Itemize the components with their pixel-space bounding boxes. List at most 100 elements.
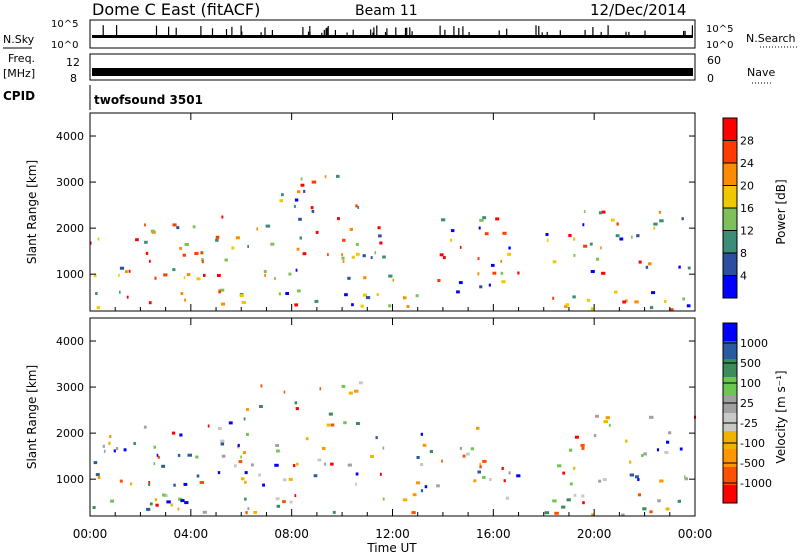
echo-cell	[341, 253, 344, 257]
echo-cell	[103, 449, 106, 453]
echo-cell	[293, 464, 296, 468]
echo-cell	[590, 270, 595, 273]
echo-cell	[183, 276, 186, 280]
y-tick-label: 1000	[56, 473, 84, 486]
colorbar-tick-label: 8	[740, 247, 747, 260]
echo-cell	[470, 447, 474, 451]
echo-cell	[420, 463, 424, 467]
echo-cell	[552, 296, 555, 300]
echo-cell	[163, 273, 168, 277]
echo-cell	[565, 303, 570, 307]
nsky-spike	[404, 27, 407, 35]
nsky-spike	[559, 30, 561, 35]
nsky-spike	[584, 29, 586, 35]
echo-cell	[477, 257, 480, 261]
echo-cell	[219, 288, 225, 292]
nsky-spike	[376, 25, 378, 35]
echo-cell	[415, 294, 419, 298]
echo-cell	[154, 276, 157, 280]
echo-cell	[636, 234, 640, 238]
echo-cell	[282, 478, 287, 482]
nsky-spike	[302, 27, 304, 35]
colorbar-swatch	[723, 431, 737, 449]
echo-cell	[217, 274, 221, 277]
echo-cell	[342, 238, 346, 242]
echo-cell	[183, 482, 188, 486]
nsky-tick-top: 10^5	[51, 19, 78, 30]
echo-cell	[289, 500, 293, 504]
echo-cell	[544, 511, 550, 515]
echo-cell	[355, 482, 357, 486]
colorbar-tick-label: 12	[740, 225, 754, 238]
echo-cell	[645, 265, 649, 269]
echo-cell	[501, 467, 504, 470]
nsky-spike	[592, 27, 594, 35]
time-axis: 00:00 04:00 08:00 12:00 16:00 20:00 00:00	[73, 113, 712, 541]
echo-cell	[180, 499, 185, 503]
echo-cell	[649, 306, 654, 310]
echo-cell	[374, 251, 377, 255]
nsky-spike	[225, 29, 228, 35]
nsky-spike	[538, 26, 540, 35]
nsky-spike	[444, 29, 446, 35]
colorbar-tick-label: 25	[740, 397, 754, 410]
colorbar-tick-label: -100	[740, 437, 765, 450]
nsky-spike	[468, 32, 470, 35]
echo-cell	[146, 507, 151, 511]
echo-cell	[297, 190, 301, 194]
echo-cell	[118, 273, 120, 277]
echo-cell	[586, 298, 591, 302]
nsky-spike	[211, 28, 214, 35]
velocity-frame	[89, 317, 696, 517]
nave-label: Nave	[747, 66, 775, 79]
echo-cell	[313, 474, 318, 478]
echo-cell	[192, 225, 196, 229]
echo-cell	[251, 463, 254, 467]
echo-cell	[572, 295, 576, 299]
echo-cell	[424, 485, 428, 489]
echo-cell	[678, 265, 681, 269]
echo-cell	[684, 477, 688, 481]
nsky-spike	[271, 30, 273, 35]
echo-cell	[337, 217, 340, 221]
colorbar-tick-label: 24	[740, 157, 754, 170]
echo-cell	[566, 498, 571, 502]
colorbar-swatch	[723, 359, 737, 377]
echo-cell	[97, 237, 100, 241]
echo-cell	[649, 415, 654, 419]
echo-cell	[187, 453, 192, 457]
echo-cell	[581, 494, 585, 498]
echo-cell	[508, 246, 511, 250]
echo-cell	[123, 448, 127, 452]
echo-cell	[561, 505, 566, 509]
echo-cell	[677, 499, 681, 503]
echo-cell	[581, 446, 585, 450]
nsky-spike	[411, 31, 413, 35]
echo-cell	[148, 481, 151, 485]
echo-cell	[244, 497, 247, 501]
power-ylabel: Slant Range [km]	[25, 160, 39, 264]
echo-cell	[108, 441, 111, 445]
nave-tick-top: 60	[707, 54, 721, 67]
colorbar-swatch	[723, 163, 737, 186]
colorbar-swatch	[723, 485, 737, 503]
echo-cell	[358, 381, 363, 385]
echo-cell	[382, 446, 385, 450]
echo-cell	[243, 417, 246, 421]
echo-cell	[259, 405, 263, 408]
echo-cell	[608, 423, 611, 427]
echo-cell	[196, 277, 201, 281]
echo-cell	[263, 270, 267, 273]
echo-cell	[199, 481, 204, 484]
echo-cell	[155, 503, 159, 507]
nsky-spike	[175, 27, 177, 35]
echo-cell	[201, 258, 204, 262]
colorbar-swatch	[723, 323, 737, 341]
echo-cell	[686, 304, 691, 308]
echo-cell	[601, 271, 606, 275]
echo-cell	[196, 474, 200, 478]
echo-cell	[360, 304, 364, 308]
echo-cell	[133, 442, 136, 445]
echo-cell	[545, 233, 549, 236]
cpid-label: CPID	[3, 89, 35, 103]
